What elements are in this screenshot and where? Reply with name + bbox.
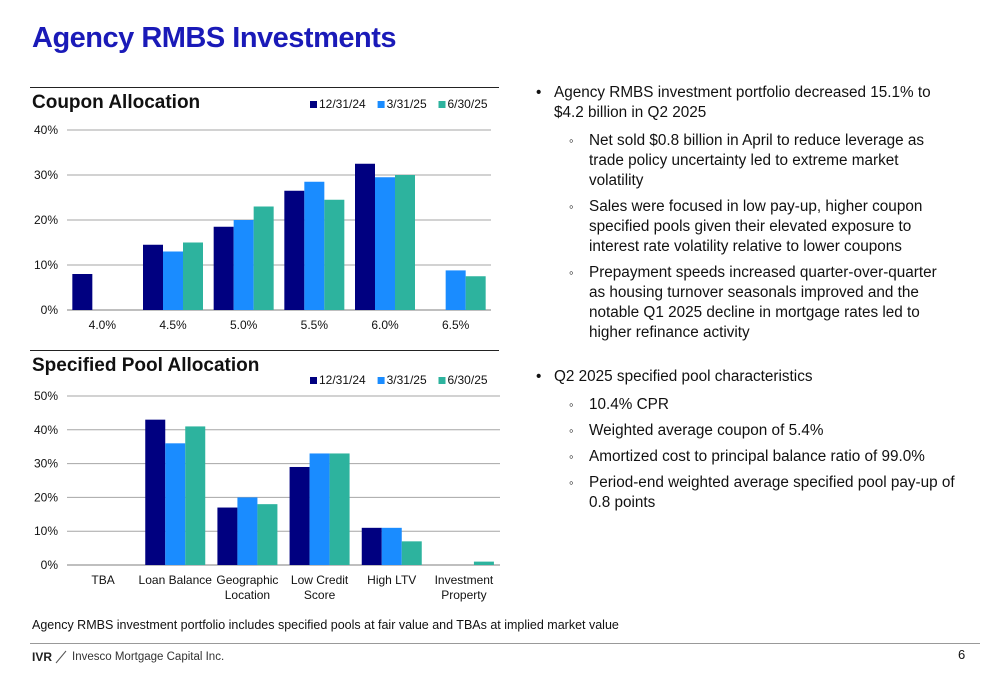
legend-label: 12/31/24 (319, 373, 366, 387)
chart2-top-rule (30, 350, 499, 351)
footnote: Agency RMBS investment portfolio include… (32, 618, 619, 632)
bar (361, 527, 382, 565)
x-tick-label: Investment (435, 573, 494, 587)
y-tick-label: 0% (41, 558, 59, 572)
footer-divider (30, 643, 980, 644)
bar (72, 274, 93, 310)
bar (257, 504, 278, 565)
bar (309, 453, 330, 565)
chart1-title: Coupon Allocation (32, 92, 201, 113)
x-tick-label: Low Credit (291, 573, 349, 587)
x-tick-label: 4.5% (159, 318, 187, 332)
x-tick-label: 5.5% (301, 318, 329, 332)
company-logo: IVR Invesco Mortgage Capital Inc. (32, 648, 224, 666)
bullet-item: Q2 2025 specified pool characteristics (536, 367, 956, 387)
logo-slash-icon (54, 650, 68, 664)
y-tick-label: 10% (34, 258, 58, 272)
x-tick-label: Location (225, 588, 270, 602)
legend-label: 3/31/25 (387, 97, 427, 111)
bar (284, 190, 305, 310)
bar (213, 226, 234, 310)
bar (324, 199, 345, 310)
bar (143, 244, 163, 310)
x-tick-label: Score (304, 588, 336, 602)
legend-swatch (377, 377, 385, 384)
y-tick-label: 40% (34, 423, 58, 437)
bar (233, 220, 254, 310)
bar (473, 561, 494, 565)
x-tick-label: 4.0% (89, 318, 117, 332)
bar (395, 175, 415, 310)
bar (465, 276, 486, 310)
bar (217, 507, 238, 565)
bar (165, 443, 186, 565)
sub-bullet-item: 10.4% CPR (536, 395, 956, 415)
x-tick-label: Geographic (216, 573, 278, 587)
bullet-list: Agency RMBS investment portfolio decreas… (536, 83, 956, 519)
legend-swatch (310, 377, 317, 384)
y-tick-label: 10% (34, 524, 58, 538)
bar (329, 453, 350, 565)
x-tick-label: 6.0% (371, 318, 399, 332)
logo-text: Invesco Mortgage Capital Inc. (72, 651, 225, 663)
x-tick-label: Property (441, 588, 486, 602)
page-number: 6 (958, 647, 966, 662)
x-tick-label: High LTV (367, 573, 416, 587)
sub-bullet-item: Sales were focused in low pay-up, higher… (536, 197, 956, 257)
y-tick-label: 0% (41, 303, 59, 317)
x-tick-label: 6.5% (442, 318, 470, 332)
bar (355, 163, 375, 310)
bar (145, 419, 166, 565)
chart1-top-rule (30, 87, 499, 88)
bar (289, 466, 310, 565)
y-tick-label: 30% (34, 168, 58, 182)
y-tick-label: 20% (34, 213, 58, 227)
y-tick-label: 40% (34, 123, 58, 137)
bar (163, 251, 183, 310)
sub-bullet-item: Prepayment speeds increased quarter-over… (536, 263, 956, 343)
legend-swatch (438, 101, 446, 108)
y-tick-label: 30% (34, 457, 58, 471)
legend-label: 6/30/25 (448, 373, 488, 387)
x-tick-label: 5.0% (230, 318, 258, 332)
bar (183, 242, 203, 310)
sub-bullet-item: Amortized cost to principal balance rati… (536, 447, 956, 467)
chart2-title: Specified Pool Allocation (32, 355, 260, 376)
legend-swatch (377, 101, 385, 108)
bar (185, 426, 206, 565)
bar (375, 177, 395, 310)
legend-swatch (310, 101, 317, 108)
bar (237, 497, 258, 565)
bullet-item: Agency RMBS investment portfolio decreas… (536, 83, 956, 123)
legend-label: 3/31/25 (387, 373, 427, 387)
sub-bullet-item: Weighted average coupon of 5.4% (536, 421, 956, 441)
y-tick-label: 20% (34, 490, 58, 504)
page-title: Agency RMBS Investments (32, 22, 397, 54)
legend-label: 12/31/24 (319, 97, 366, 111)
bar (381, 527, 402, 565)
bar (253, 206, 274, 310)
sub-bullet-item: Period-end weighted average specified po… (536, 473, 956, 513)
x-tick-label: TBA (91, 573, 114, 587)
bar (304, 181, 325, 310)
bar (445, 270, 466, 310)
x-tick-label: Loan Balance (139, 573, 213, 587)
bar (401, 541, 422, 565)
y-tick-label: 50% (34, 389, 58, 403)
logo-mark: IVR (32, 650, 53, 664)
legend-label: 6/30/25 (448, 97, 488, 111)
legend-swatch (438, 377, 446, 384)
bullet-gap (536, 349, 956, 367)
sub-bullet-item: Net sold $0.8 billion in April to reduce… (536, 131, 956, 191)
